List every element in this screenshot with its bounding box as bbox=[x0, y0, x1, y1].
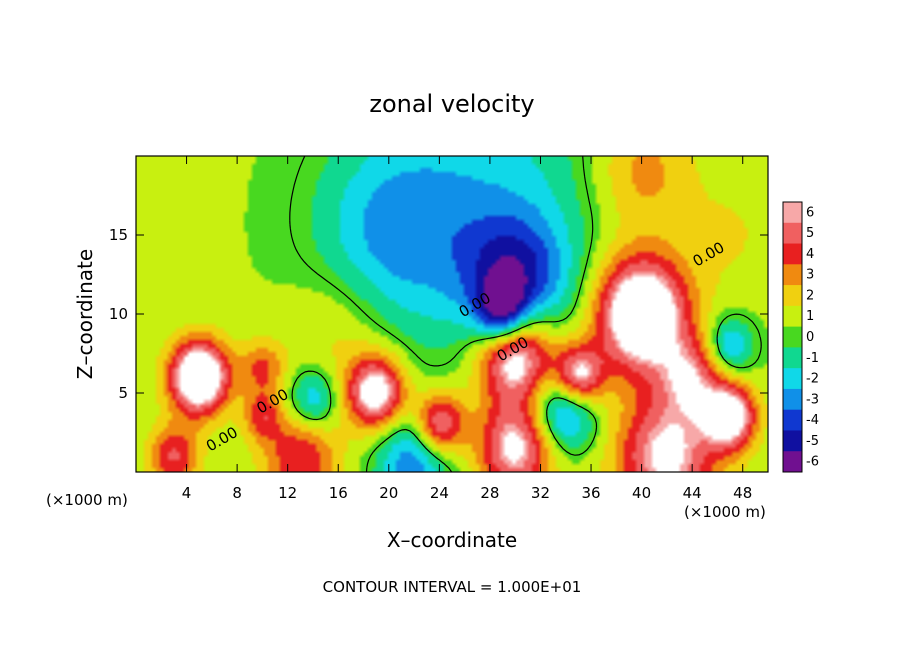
x-units-right: (×1000 m) bbox=[684, 503, 766, 521]
y-axis: 5 10 15 bbox=[109, 226, 768, 402]
colorbar-swatch bbox=[783, 285, 802, 307]
colorbar-label: 2 bbox=[806, 288, 814, 303]
x-tick-label: 8 bbox=[232, 484, 242, 502]
x-axis-label: X–coordinate bbox=[387, 528, 517, 552]
colorbar-label: 0 bbox=[806, 330, 814, 345]
colorbar-label: 6 bbox=[806, 205, 814, 220]
colorbar-swatch bbox=[783, 347, 802, 369]
y-tick-label: 5 bbox=[118, 384, 128, 402]
contour-interval-footer: CONTOUR INTERVAL = 1.000E+01 bbox=[323, 578, 582, 596]
x-tick-label: 44 bbox=[683, 484, 702, 502]
velocity-field bbox=[136, 156, 768, 472]
chart-title: zonal velocity bbox=[369, 90, 534, 118]
plot-area: 0.000.000.000.000.00 bbox=[135, 155, 769, 473]
colorbar-label: 3 bbox=[806, 268, 814, 283]
y-tick-label: 10 bbox=[109, 305, 128, 323]
x-tick-label: 28 bbox=[480, 484, 499, 502]
colorbar-swatch bbox=[783, 243, 802, 265]
colorbar-label: -2 bbox=[806, 372, 819, 387]
colorbar-label: 5 bbox=[806, 226, 814, 241]
colorbar-label: 4 bbox=[806, 247, 814, 262]
colorbar-swatch bbox=[783, 222, 802, 245]
x-tick-label: 40 bbox=[632, 484, 651, 502]
colorbar-label: -6 bbox=[806, 455, 819, 470]
y-tick-label: 15 bbox=[109, 226, 128, 244]
colorbar-swatch bbox=[783, 326, 802, 348]
colorbar-swatch bbox=[783, 368, 802, 390]
colorbar-label: -3 bbox=[806, 392, 819, 407]
zero-contour bbox=[289, 156, 762, 472]
colorbar-label: -1 bbox=[806, 351, 819, 366]
x-axis: 4 8 12 16 20 24 28 32 36 40 44 48 bbox=[182, 156, 752, 502]
x-tick-label: 24 bbox=[430, 484, 449, 502]
x-tick-label: 20 bbox=[379, 484, 398, 502]
colorbar-swatch bbox=[783, 451, 802, 473]
colorbar-swatch bbox=[783, 388, 802, 411]
colorbar-swatch bbox=[783, 202, 802, 224]
colorbar-label: 1 bbox=[806, 309, 814, 324]
x-tick-label: 48 bbox=[733, 484, 752, 502]
colorbar: 6 5 4 3 2 1 0 -1 -2 -3 -4 -5 -6 bbox=[782, 201, 819, 473]
x-tick-label: 36 bbox=[581, 484, 600, 502]
x-tick-label: 4 bbox=[182, 484, 192, 502]
x-units-left: (×1000 m) bbox=[46, 491, 128, 509]
colorbar-swatch bbox=[783, 264, 802, 286]
colorbar-swatch bbox=[783, 430, 802, 452]
colorbar-swatch bbox=[783, 409, 802, 431]
colorbar-frame bbox=[782, 201, 803, 473]
y-axis-label: Z–coordinate bbox=[73, 249, 97, 379]
x-tick-label: 16 bbox=[329, 484, 348, 502]
colorbar-label: -5 bbox=[806, 434, 819, 449]
colorbar-label: -4 bbox=[806, 413, 819, 428]
colorbar-swatch bbox=[783, 305, 802, 328]
x-tick-label: 32 bbox=[531, 484, 550, 502]
velocity-raster bbox=[136, 156, 768, 472]
x-tick-label: 12 bbox=[278, 484, 297, 502]
